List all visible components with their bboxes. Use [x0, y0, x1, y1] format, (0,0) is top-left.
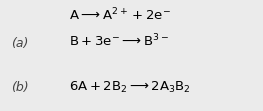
Text: (a): (a) [11, 37, 28, 50]
Text: (b): (b) [11, 81, 29, 94]
Text: $\mathsf{B + 3e^{-} \longrightarrow B^{3-}}$: $\mathsf{B + 3e^{-} \longrightarrow B^{3… [69, 33, 169, 50]
Text: $\mathsf{A \longrightarrow A^{2+} + 2e^{-}}$: $\mathsf{A \longrightarrow A^{2+} + 2e^{… [69, 7, 170, 23]
Text: $\mathsf{6A + 2B_2 \longrightarrow 2A_3B_2}$: $\mathsf{6A + 2B_2 \longrightarrow 2A_3B… [69, 80, 190, 95]
